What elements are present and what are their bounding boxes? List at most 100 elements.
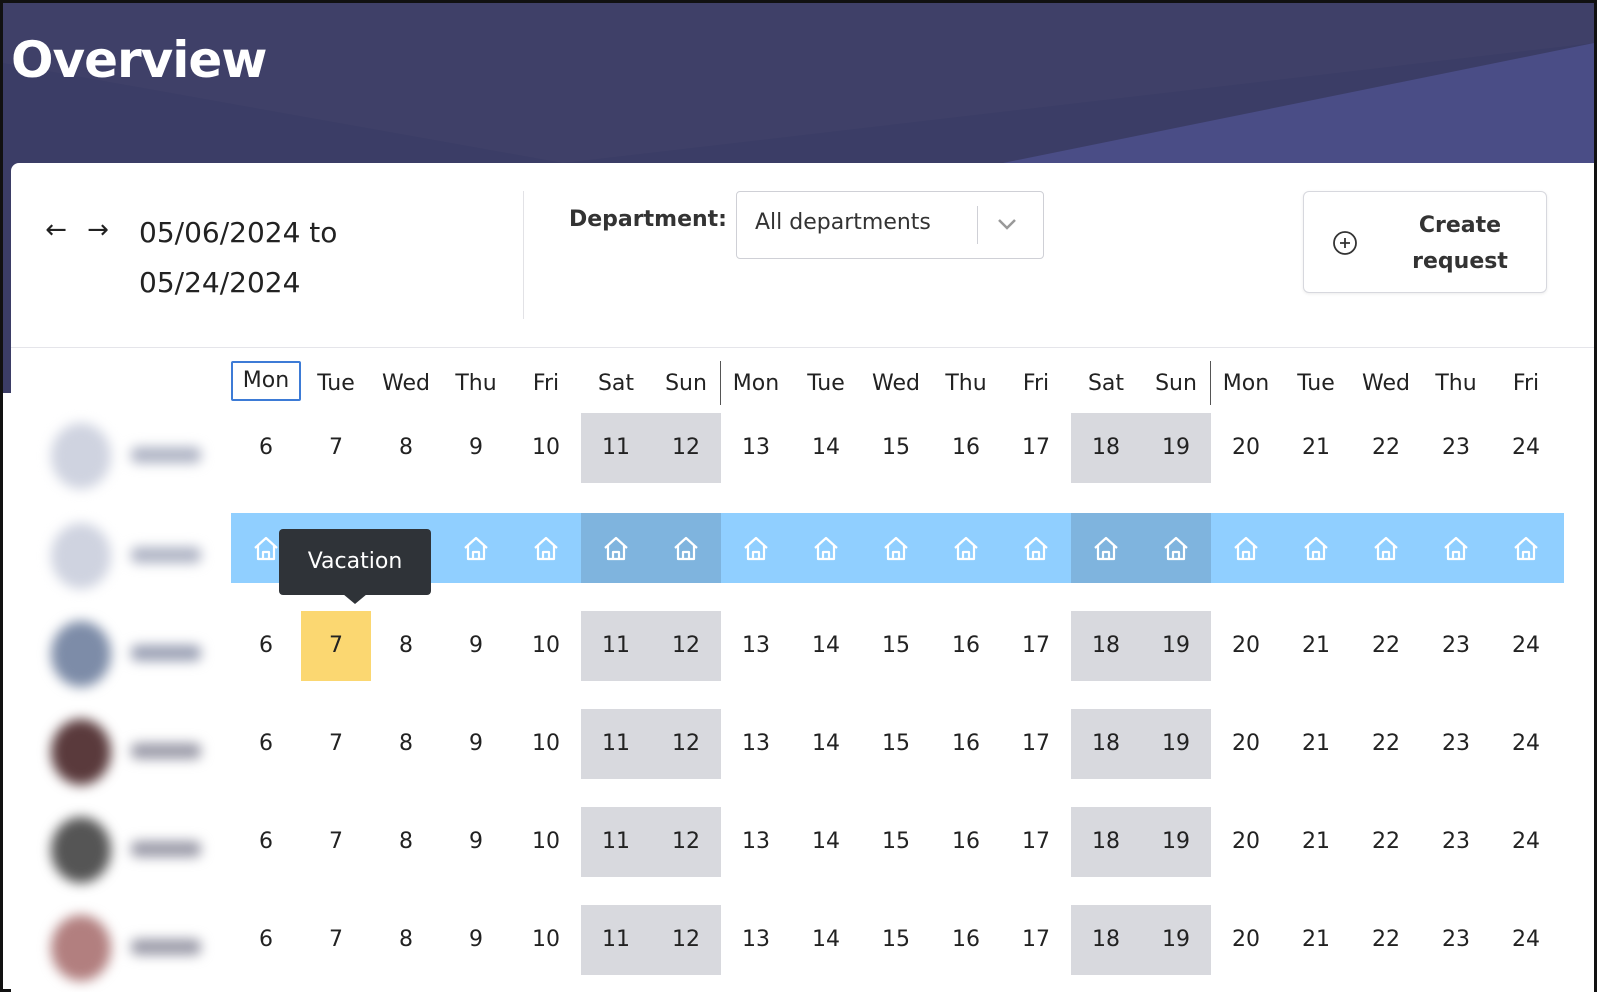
day-cell[interactable]: 17 — [1022, 927, 1050, 952]
day-cell[interactable]: 15 — [882, 633, 910, 658]
day-cell[interactable]: 14 — [812, 927, 840, 952]
day-cell[interactable]: 8 — [399, 927, 413, 952]
chevron-down-icon[interactable] — [995, 212, 1019, 236]
day-cell[interactable]: 14 — [812, 829, 840, 854]
day-cell[interactable]: 8 — [399, 435, 413, 460]
day-cell[interactable]: 20 — [1232, 829, 1260, 854]
day-cell[interactable]: 15 — [882, 927, 910, 952]
day-cell[interactable]: 12 — [651, 807, 721, 877]
day-cell[interactable]: 7 — [329, 927, 343, 952]
day-cell[interactable]: 13 — [742, 927, 770, 952]
day-cell[interactable]: 22 — [1372, 633, 1400, 658]
day-cell[interactable]: 16 — [952, 829, 980, 854]
house-icon[interactable] — [861, 513, 931, 583]
house-icon[interactable] — [231, 513, 301, 583]
day-cell[interactable]: 19 — [1141, 413, 1211, 483]
day-cell[interactable]: 10 — [532, 829, 560, 854]
employee-avatar[interactable] — [41, 515, 221, 599]
department-select[interactable]: All departments — [736, 191, 1044, 259]
day-cell[interactable]: 9 — [469, 829, 483, 854]
day-cell[interactable]: 9 — [469, 633, 483, 658]
day-cell[interactable]: 13 — [742, 829, 770, 854]
day-cell[interactable]: 12 — [651, 413, 721, 483]
day-cell[interactable]: 11 — [581, 709, 651, 779]
day-cell[interactable]: 20 — [1232, 435, 1260, 460]
employee-avatar[interactable] — [41, 711, 221, 795]
day-cell[interactable]: 6 — [259, 927, 273, 952]
day-cell[interactable]: 6 — [259, 731, 273, 756]
day-cell[interactable]: 21 — [1302, 633, 1330, 658]
day-cell[interactable]: 7 — [329, 435, 343, 460]
employee-avatar[interactable] — [41, 907, 221, 991]
day-cell[interactable]: 19 — [1141, 807, 1211, 877]
day-cell[interactable]: 21 — [1302, 829, 1330, 854]
house-icon[interactable] — [721, 513, 791, 583]
day-cell[interactable]: 15 — [882, 829, 910, 854]
house-icon[interactable] — [441, 513, 511, 583]
day-cell[interactable]: 7 — [329, 731, 343, 756]
day-cell[interactable]: 22 — [1372, 829, 1400, 854]
house-icon[interactable] — [791, 513, 861, 583]
day-cell[interactable]: 20 — [1232, 927, 1260, 952]
vacation-day-cell[interactable]: 7 — [301, 611, 371, 681]
day-cell[interactable]: 12 — [651, 611, 721, 681]
day-cell[interactable]: 14 — [812, 731, 840, 756]
day-cell[interactable]: 23 — [1442, 435, 1470, 460]
employee-avatar[interactable] — [41, 613, 221, 697]
day-cell[interactable]: 21 — [1302, 927, 1330, 952]
day-cell[interactable]: 11 — [581, 905, 651, 975]
day-cell[interactable]: 23 — [1442, 633, 1470, 658]
house-icon[interactable] — [581, 513, 651, 583]
day-cell[interactable]: 22 — [1372, 731, 1400, 756]
house-icon[interactable] — [1351, 513, 1421, 583]
day-cell[interactable]: 6 — [259, 829, 273, 854]
day-cell[interactable]: 9 — [469, 731, 483, 756]
day-cell[interactable]: 18 — [1071, 709, 1141, 779]
day-cell[interactable]: 10 — [532, 731, 560, 756]
day-cell[interactable]: 15 — [882, 731, 910, 756]
day-cell[interactable]: 16 — [952, 731, 980, 756]
day-cell[interactable]: 21 — [1302, 435, 1330, 460]
day-cell[interactable]: 17 — [1022, 829, 1050, 854]
day-cell[interactable]: 8 — [399, 731, 413, 756]
day-cell[interactable]: 17 — [1022, 435, 1050, 460]
day-cell[interactable]: 10 — [532, 435, 560, 460]
day-cell[interactable]: 16 — [952, 435, 980, 460]
day-cell[interactable]: 7 — [329, 829, 343, 854]
day-cell[interactable]: 13 — [742, 435, 770, 460]
day-cell[interactable]: 15 — [882, 435, 910, 460]
day-cell[interactable]: 19 — [1141, 905, 1211, 975]
day-cell[interactable]: 23 — [1442, 829, 1470, 854]
house-icon[interactable] — [1211, 513, 1281, 583]
day-cell[interactable]: 12 — [651, 905, 721, 975]
day-cell[interactable]: 19 — [1141, 611, 1211, 681]
day-cell[interactable]: 18 — [1071, 611, 1141, 681]
day-cell[interactable]: 9 — [469, 927, 483, 952]
house-icon[interactable] — [1421, 513, 1491, 583]
day-cell[interactable]: 8 — [399, 829, 413, 854]
day-cell[interactable]: 13 — [742, 633, 770, 658]
day-cell[interactable]: 22 — [1372, 435, 1400, 460]
day-cell[interactable]: 10 — [532, 633, 560, 658]
house-icon[interactable] — [1001, 513, 1071, 583]
day-cell[interactable]: 16 — [952, 633, 980, 658]
day-cell[interactable]: 22 — [1372, 927, 1400, 952]
day-cell[interactable]: 24 — [1512, 829, 1540, 854]
day-cell[interactable]: 16 — [952, 927, 980, 952]
employee-avatar[interactable] — [41, 415, 221, 499]
day-cell[interactable]: 13 — [742, 731, 770, 756]
day-cell[interactable]: 24 — [1512, 731, 1540, 756]
day-cell[interactable]: 17 — [1022, 731, 1050, 756]
day-cell[interactable]: 21 — [1302, 731, 1330, 756]
house-icon[interactable] — [931, 513, 1001, 583]
house-icon[interactable] — [1281, 513, 1351, 583]
day-cell[interactable]: 14 — [812, 633, 840, 658]
day-cell[interactable]: 23 — [1442, 927, 1470, 952]
day-cell[interactable]: 19 — [1141, 709, 1211, 779]
day-cell[interactable]: 14 — [812, 435, 840, 460]
prev-period-button[interactable]: ← — [45, 215, 67, 245]
day-cell[interactable]: 8 — [399, 633, 413, 658]
house-icon[interactable] — [1071, 513, 1141, 583]
day-cell[interactable]: 24 — [1512, 927, 1540, 952]
day-cell[interactable]: 11 — [581, 807, 651, 877]
